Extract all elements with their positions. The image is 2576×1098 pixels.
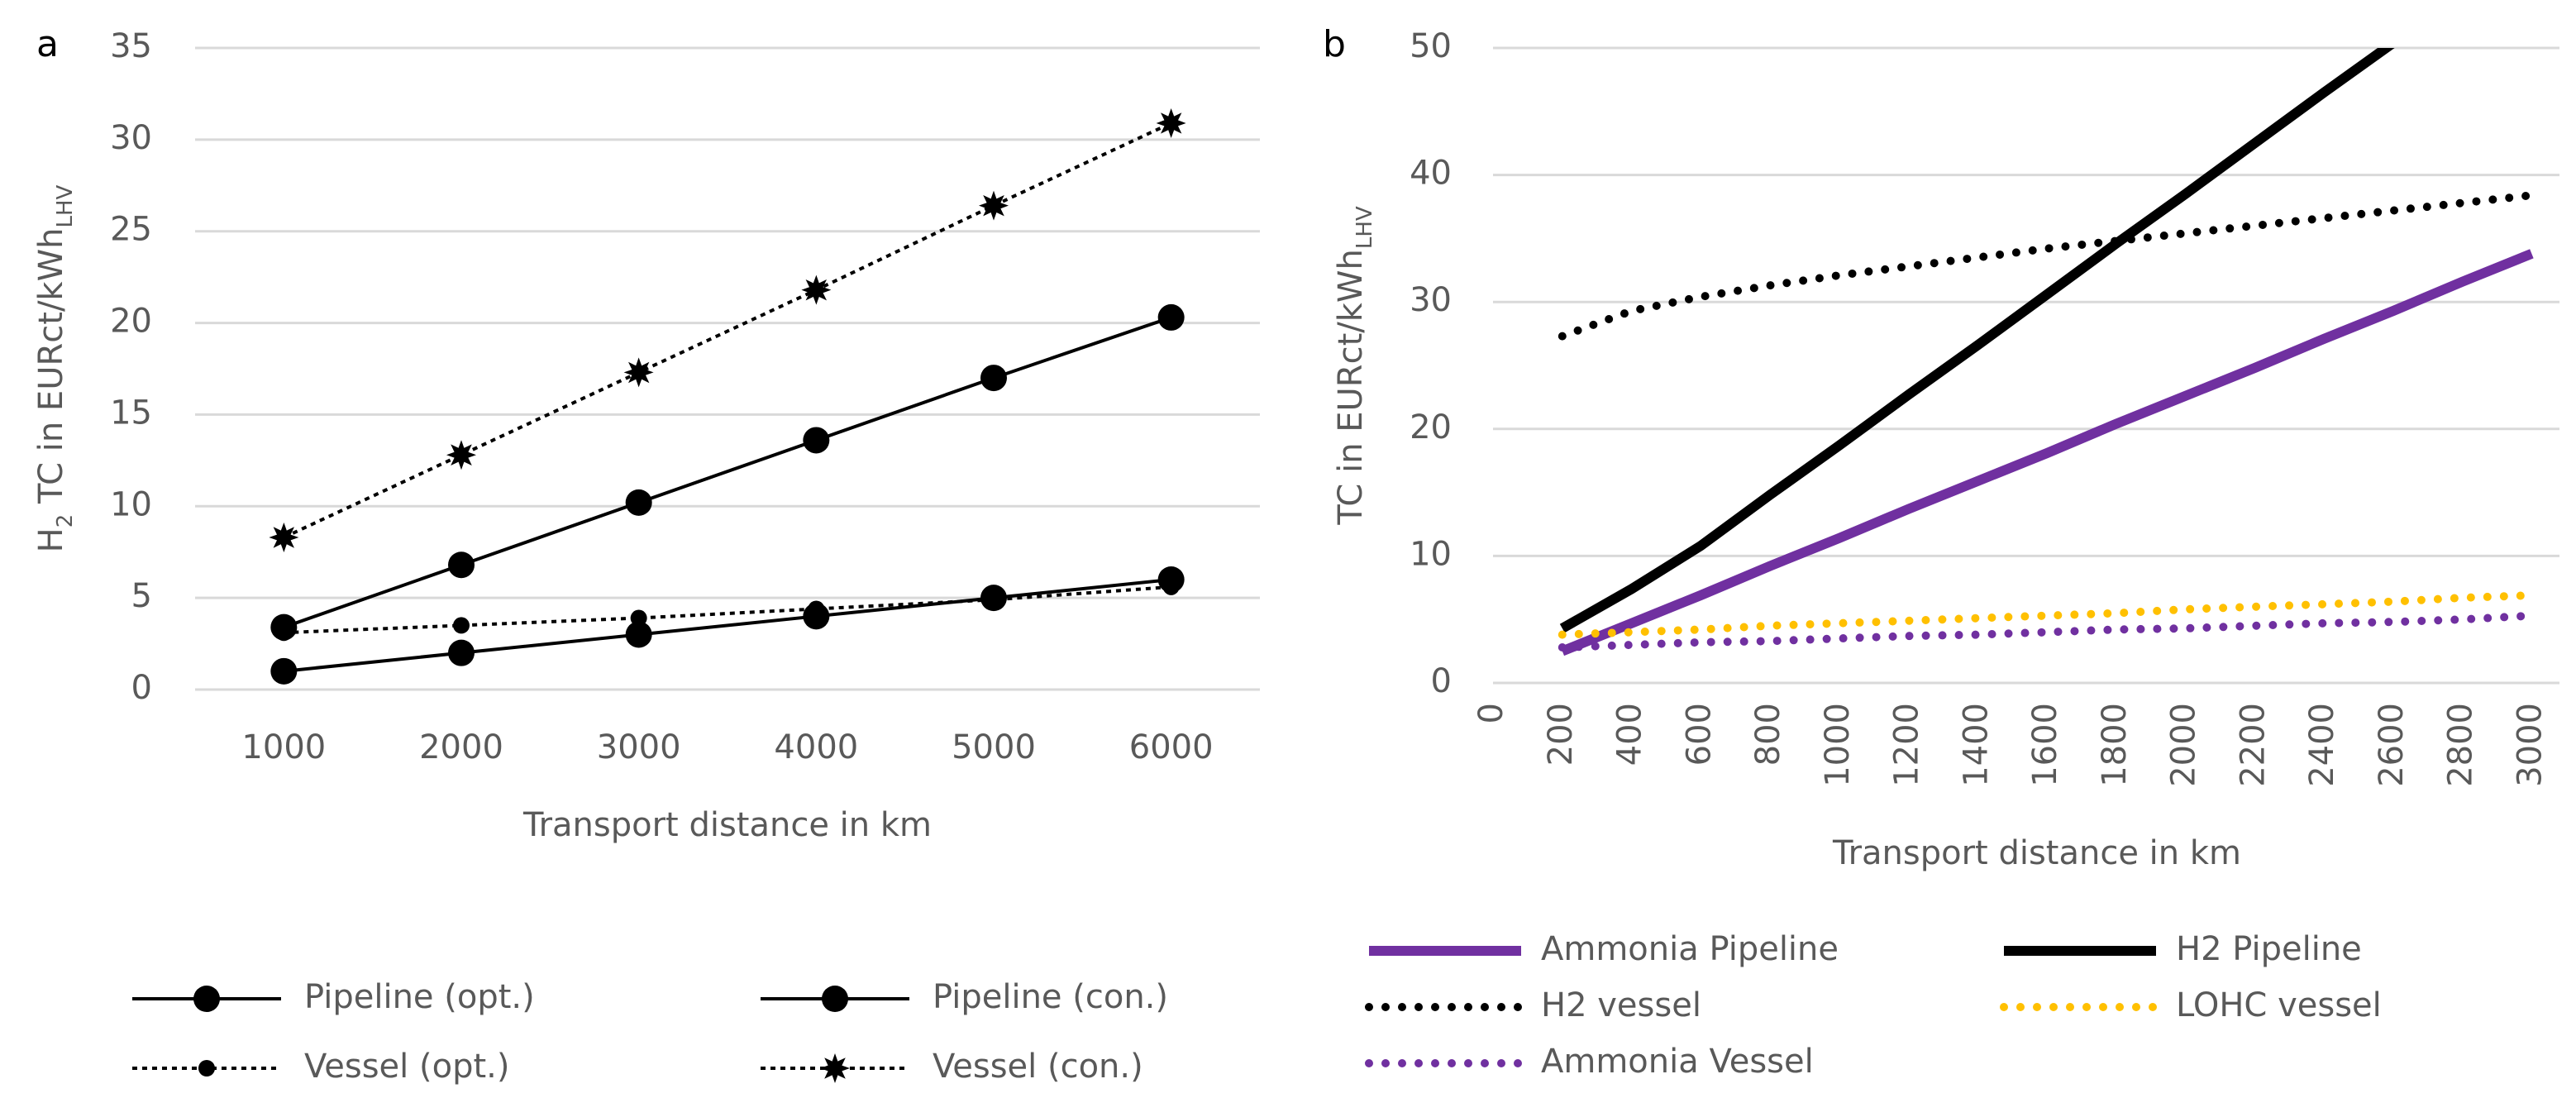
x-axis-label: Transport distance in km [522,806,932,844]
x-tick-label: 1200 [1888,703,1926,787]
marker [985,591,1002,609]
marker [1156,108,1186,138]
marker [269,523,299,552]
series-line [1558,611,2536,652]
marker [448,551,475,579]
series-line [1559,48,2395,633]
series-line [1560,249,2534,656]
marker [822,986,848,1012]
y-tick-label: 10 [110,485,152,523]
marker [1162,578,1180,595]
series-line [284,577,1171,673]
y-tick-label: 15 [110,394,152,432]
series-line [283,122,1172,539]
x-tick-label: 0 [1472,703,1510,723]
y-axis-label-part: 2 [53,514,78,528]
y-axis-label: TC in EURct/kWhLHV [1332,206,1377,526]
legend-label: Ammonia Vessel [1541,1043,1814,1081]
x-tick-label: 2800 [2442,703,2480,787]
x-tick-label: 1800 [2096,703,2134,787]
y-axis-label-part: LHV [1352,206,1377,249]
y-tick-label: 0 [131,669,152,707]
legend-label: Pipeline (con.) [933,978,1168,1016]
x-tick-label: 600 [1680,703,1718,766]
marker [198,1060,215,1077]
y-tick-label: 10 [1410,535,1452,573]
x-tick-label: 1600 [2026,703,2064,787]
marker [979,190,1009,221]
series-line [1558,591,2536,639]
y-tick-label: 20 [110,303,152,341]
plot-area [1558,48,2536,656]
y-tick-label: 25 [110,211,152,249]
marker [630,609,647,627]
marker [453,617,470,634]
legend-label: Ammonia Pipeline [1541,930,1839,968]
legend-label: H2 vessel [1541,986,1701,1024]
marker [623,357,654,388]
legend-label: Vessel (con.) [933,1048,1143,1086]
y-tick-label: 50 [1410,27,1452,65]
x-tick-label: 800 [1749,703,1787,766]
x-tick-label: 2600 [2373,703,2411,787]
x-tick-label: 2000 [419,728,503,766]
marker [625,621,652,648]
x-tick-label: 1000 [241,728,326,766]
x-tick-label: 1000 [1819,703,1857,787]
y-tick-label: 30 [110,119,152,157]
x-tick-label: 6000 [1129,728,1214,766]
marker [270,657,298,685]
x-axis-label: Transport distance in km [1832,834,2241,872]
marker [193,986,220,1012]
y-tick-label: 30 [1410,281,1452,319]
panel-label: a [36,23,59,65]
y-tick-label: 40 [1410,155,1452,193]
x-tick-label: 2200 [2234,703,2272,787]
legend-label: LOHC vessel [2176,986,2382,1024]
y-tick-label: 35 [110,27,152,65]
marker [803,427,830,454]
series-line [283,316,1172,629]
y-axis-label-part: LHV [53,184,78,227]
y-axis-label-part: TC in EURct/kWh [1332,249,1370,525]
x-tick-label: 5000 [952,728,1036,766]
marker [808,600,825,618]
marker [625,489,652,516]
y-tick-label: 5 [131,577,152,615]
y-tick-label: 0 [1431,662,1452,700]
panel-label: b [1323,23,1346,65]
marker [446,440,476,470]
x-tick-label: 2000 [2165,703,2203,787]
legend-label: Pipeline (opt.) [304,978,535,1016]
y-axis-label-part: TC in EURct/kWh [32,228,70,514]
marker [448,639,475,666]
x-tick-label: 400 [1611,703,1649,766]
y-tick-label: 20 [1410,408,1452,446]
y-axis-label-part: H [32,528,70,552]
marker [275,624,293,642]
x-tick-label: 1400 [1957,703,1995,787]
x-tick-label: 2400 [2303,703,2341,787]
x-tick-label: 4000 [774,728,858,766]
x-tick-label: 3000 [2511,703,2549,787]
marker [820,1053,850,1083]
legend-label: Vessel (opt.) [304,1048,509,1086]
y-axis-label: H2 TC in EURct/kWhLHV [32,184,78,552]
marker [1157,303,1185,331]
series-line [1558,191,2536,341]
x-tick-label: 3000 [597,728,681,766]
x-tick-label: 200 [1542,703,1580,766]
marker [980,365,1007,392]
marker [801,274,832,305]
legend-label: H2 Pipeline [2176,930,2362,968]
